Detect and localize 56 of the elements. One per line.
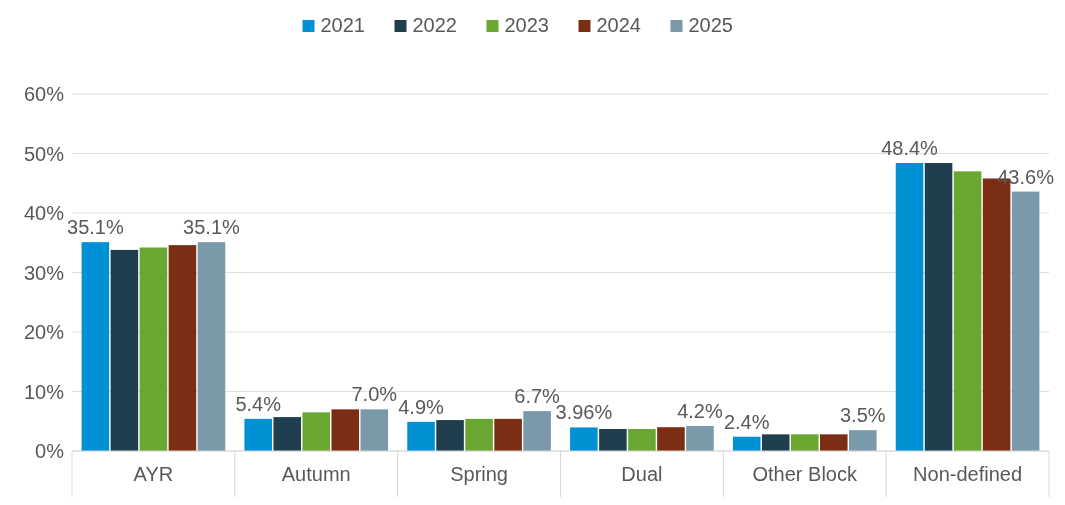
- x-tick-label: Dual: [621, 463, 663, 485]
- bar: [197, 242, 226, 451]
- bar: [331, 409, 360, 451]
- bar: [924, 163, 953, 451]
- bar: [139, 247, 168, 451]
- legend-label: 2024: [596, 14, 641, 36]
- bar: [168, 245, 197, 451]
- x-tick-label: AYR: [133, 463, 174, 485]
- legend-label: 2021: [320, 14, 365, 36]
- data-label: 48.4%: [881, 137, 939, 160]
- y-tick-label: 50%: [23, 142, 65, 165]
- y-tick-label: 20%: [23, 321, 65, 343]
- data-label: 35.1%: [67, 216, 124, 239]
- x-tick-label: Non-defined: [913, 463, 1023, 485]
- bar: [436, 420, 464, 451]
- x-tick-label: Other Block: [752, 463, 858, 485]
- bar: [761, 434, 790, 451]
- legend-label: 2025: [688, 14, 733, 36]
- bar: [465, 418, 493, 451]
- y-tick-label: 0%: [35, 440, 65, 462]
- y-tick-label: 40%: [23, 202, 65, 224]
- bar: [81, 242, 110, 451]
- bar: [570, 427, 598, 451]
- bar: [302, 412, 331, 451]
- bar: [895, 163, 924, 451]
- bar: [849, 430, 877, 451]
- bar: [657, 427, 685, 451]
- data-label: 5.4%: [235, 392, 282, 415]
- bar: [790, 434, 819, 451]
- legend-label: 2023: [504, 14, 549, 36]
- data-label: 4.2%: [677, 400, 723, 423]
- bar: [686, 426, 714, 451]
- bar: [599, 428, 627, 451]
- bar: [494, 418, 522, 451]
- y-tick-label: 30%: [23, 261, 65, 284]
- bar: [273, 417, 302, 451]
- y-tick-label: 60%: [23, 83, 65, 105]
- bar: [244, 418, 272, 451]
- x-tick-label: Autumn: [281, 463, 351, 485]
- data-label: 4.9%: [398, 395, 445, 418]
- data-label: 7.0%: [351, 383, 398, 406]
- bar: [110, 249, 139, 451]
- data-label: 2.4%: [723, 410, 770, 433]
- bar: [628, 428, 656, 451]
- bar: [407, 421, 435, 451]
- legend-label: 2022: [412, 14, 457, 36]
- data-label: 35.1%: [183, 216, 241, 239]
- data-label: 43.6%: [997, 165, 1055, 188]
- y-tick-label: 10%: [23, 380, 65, 403]
- bar: [1011, 191, 1040, 451]
- bar: [819, 434, 848, 451]
- bar: [360, 409, 389, 451]
- data-label: 3.5%: [839, 404, 886, 427]
- bar: [523, 411, 551, 451]
- x-tick-label: Spring: [450, 463, 508, 485]
- bar: [953, 171, 982, 451]
